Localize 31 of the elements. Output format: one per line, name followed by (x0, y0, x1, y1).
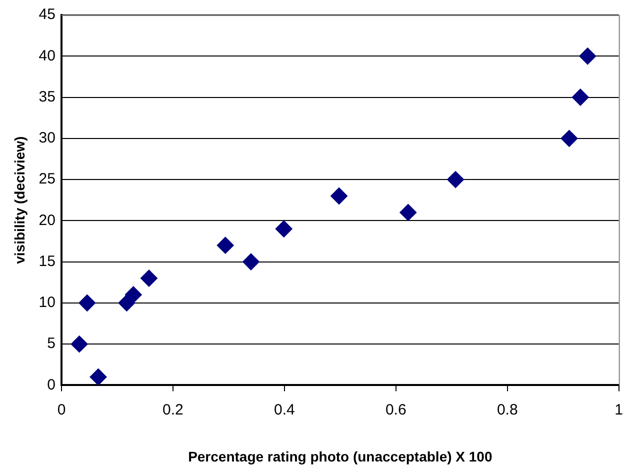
x-tick-label: 0.2 (162, 401, 184, 418)
point (572, 88, 589, 106)
y-tick-label: 5 (47, 335, 56, 352)
y-tick-label: 40 (38, 47, 56, 64)
y-tick-label: 25 (38, 170, 56, 188)
point (447, 171, 464, 188)
point (216, 236, 234, 254)
point (560, 130, 578, 147)
y-tick-label: 10 (38, 294, 56, 312)
x-axis-title: Percentage rating photo (unacceptable) X 100 (188, 448, 492, 464)
point (242, 253, 260, 270)
point (90, 368, 107, 386)
y-tick-label: 20 (38, 212, 56, 229)
x-tick-label: 0.8 (496, 401, 518, 418)
point (579, 48, 596, 65)
y-tick-label: 35 (38, 88, 56, 106)
x-tick-label: 1 (614, 401, 623, 418)
y-tick-label: 0 (47, 376, 56, 394)
point (70, 336, 88, 353)
point (78, 294, 96, 312)
x-tick-label: 0.6 (385, 401, 406, 418)
y-tick-label: 15 (38, 252, 56, 270)
x-tick-label: 0.4 (274, 401, 295, 418)
y-axis-title: visibility (deciview) (11, 136, 28, 264)
point (140, 270, 158, 287)
point (124, 286, 142, 304)
y-tick-label: 45 (38, 6, 56, 24)
point (275, 220, 292, 238)
point (400, 204, 417, 221)
y-tick-label: 30 (38, 130, 56, 147)
point (330, 187, 348, 204)
